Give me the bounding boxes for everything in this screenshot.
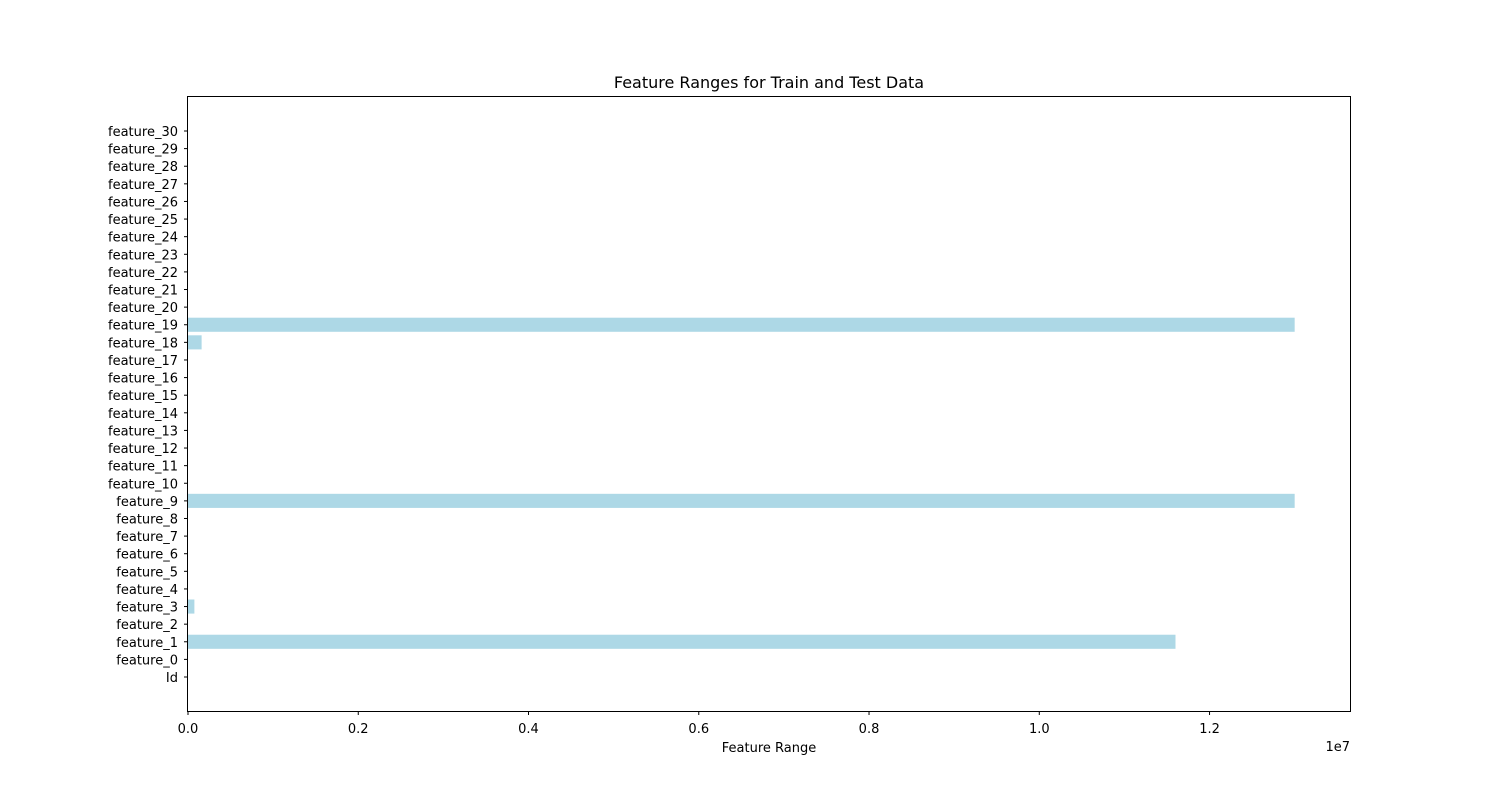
bar-feature_18 [188,335,202,350]
y-tick-label: feature_28 [108,160,178,175]
y-tick-label: feature_1 [116,636,178,651]
y-tick-label: feature_14 [108,407,178,422]
y-tick-label: feature_9 [116,495,178,510]
y-tick-label: feature_30 [108,125,178,140]
y-tick-label: feature_15 [108,389,178,404]
x-tick-label: 1.0 [1029,722,1050,737]
y-tick-label: Id [166,671,178,686]
y-tick-label: feature_23 [108,248,178,263]
y-tick-label: feature_12 [108,442,178,457]
x-axis: 0.0 0.2 0.4 0.6 0.8 1.0 1.2 [178,711,1220,737]
y-tick-label: feature_19 [108,319,178,334]
x-tick-label: 0.0 [178,722,199,737]
x-tick-label: 0.2 [348,722,369,737]
bar-feature_1 [188,634,1176,649]
bar-feature_9 [188,493,1295,508]
y-tick-label: feature_13 [108,424,178,439]
y-tick-label: feature_27 [108,178,178,193]
bar-feature_19 [188,317,1295,332]
y-tick-label: feature_26 [108,195,178,210]
x-tick-label: 0.8 [859,722,880,737]
y-tick-label: feature_10 [108,477,178,492]
y-tick-label: feature_18 [108,336,178,351]
y-tick-label: feature_8 [116,512,178,527]
y-tick-label: feature_22 [108,266,178,281]
y-tick-label: feature_6 [116,548,178,563]
y-tick-label: feature_11 [108,460,178,475]
x-axis-offset-label: 1e7 [1325,740,1350,755]
y-axis: Id feature_0 feature_1 feature_2 feature_3 fe… [108,125,188,686]
bars-layer [188,317,1295,649]
y-tick-label: feature_2 [116,618,178,633]
x-tick-label: 1.2 [1199,722,1220,737]
y-tick-label: feature_16 [108,372,178,387]
y-tick-label: feature_17 [108,354,178,369]
y-tick-label: feature_24 [108,231,178,246]
y-tick-label: feature_7 [116,530,178,545]
x-tick-label: 0.6 [688,722,709,737]
y-tick-label: feature_29 [108,143,178,158]
y-tick-label: feature_20 [108,301,178,316]
y-tick-label: feature_4 [116,583,178,598]
y-tick-label: feature_25 [108,213,178,228]
chart-title: Feature Ranges for Train and Test Data [614,73,924,92]
y-tick-label: feature_0 [116,653,178,668]
y-tick-label: feature_5 [116,565,178,580]
y-tick-label: feature_21 [108,284,178,299]
x-axis-label: Feature Range [722,741,816,756]
y-tick-label: feature_3 [116,601,178,616]
bar-feature_3 [188,599,195,614]
plot-frame [187,96,1351,712]
x-tick-label: 0.4 [518,722,539,737]
